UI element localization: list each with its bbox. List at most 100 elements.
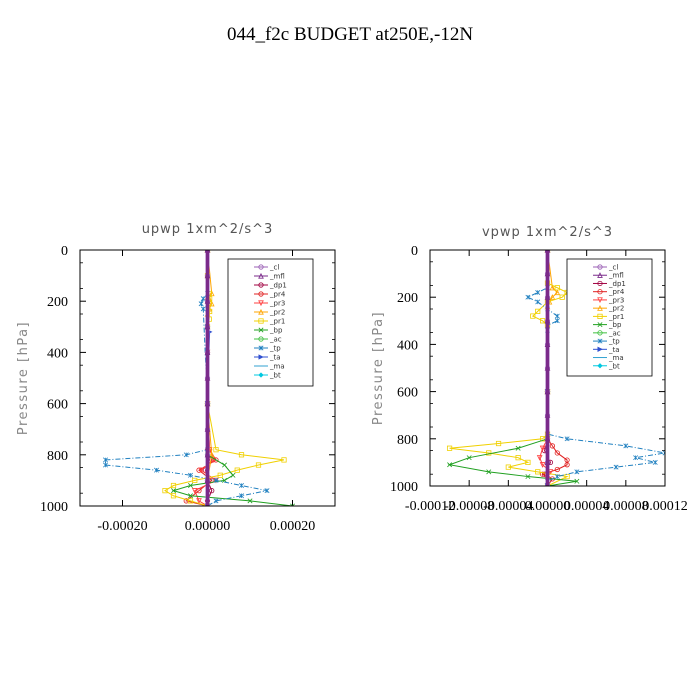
y-tick-label: 400 — [397, 338, 418, 353]
data-point-pr1 — [255, 462, 262, 468]
data-point-tp — [154, 467, 159, 473]
x-tick-label: -0.00020 — [97, 519, 147, 534]
data-point-pr2 — [554, 289, 561, 296]
data-point-pr1 — [559, 294, 565, 300]
data-point-pr1 — [530, 313, 536, 319]
data-point-mfl — [544, 459, 551, 465]
legend-box — [566, 258, 653, 377]
data-point-tp — [239, 493, 244, 499]
legend-marker — [597, 272, 603, 278]
legend-entry: _pr1 — [269, 318, 285, 326]
legend-marker — [597, 313, 603, 319]
legend-marker — [597, 289, 603, 295]
data-point-pr4 — [549, 443, 555, 449]
y-tick-label: 0 — [61, 244, 68, 259]
legend-entry: _ac — [608, 329, 621, 337]
data-point-mfl — [204, 451, 211, 458]
data-point-bp — [188, 483, 193, 489]
data-point-pr1 — [515, 455, 521, 461]
data-point-pr1 — [281, 457, 287, 463]
data-point-bp — [171, 488, 176, 494]
data-point-pr2 — [549, 294, 556, 300]
data-point-pr4 — [554, 450, 560, 456]
data-point-tp — [103, 462, 108, 468]
y-tick-label: 600 — [397, 386, 418, 401]
legend-marker — [597, 363, 603, 369]
data-point-pr4 — [554, 466, 560, 473]
y-tick-label: 800 — [397, 433, 418, 448]
data-point-mfl — [204, 323, 211, 330]
legend-marker — [258, 272, 264, 279]
data-point-pr1 — [234, 467, 240, 473]
data-point-pr1 — [554, 285, 560, 291]
data-point-tp — [633, 455, 639, 461]
data-point-pr1 — [540, 318, 546, 324]
y-tick-label: 600 — [47, 398, 68, 413]
legend-entry: _ma — [269, 363, 285, 371]
legend-entry: _bt — [269, 372, 281, 380]
y-tick-label: 1000 — [40, 500, 68, 515]
data-point-pr3 — [211, 457, 217, 464]
data-point-pr3 — [539, 462, 546, 468]
data-point-tp — [554, 313, 560, 319]
data-point-pr1 — [170, 493, 177, 499]
data-point-bp — [574, 478, 580, 484]
data-point-mfl — [544, 270, 551, 277]
data-point-tp — [239, 483, 244, 489]
legend-marker — [258, 308, 264, 315]
y-tick-label: 1000 — [390, 480, 418, 495]
data-point-pr1 — [535, 469, 541, 475]
data-point-bp — [247, 498, 253, 504]
data-point-mfl — [204, 477, 211, 483]
data-point-mfl — [544, 435, 551, 442]
legend-entry: _bt — [608, 362, 620, 370]
plot-frame — [79, 249, 336, 507]
legend-entry: _pr1 — [608, 313, 624, 321]
data-point-tp — [198, 301, 204, 307]
x-tick-label: 0.00008 — [603, 499, 649, 514]
data-point-pr1 — [486, 450, 492, 456]
legend-entry: _bp — [608, 321, 622, 329]
data-point-mfl — [544, 341, 551, 347]
legend-marker — [258, 282, 264, 288]
legend-entry: _mfl — [269, 273, 285, 281]
data-point-pr1 — [192, 477, 198, 484]
legend-marker — [258, 345, 264, 351]
x-tick-label: -0.00012 — [405, 499, 455, 514]
legend-marker — [258, 291, 264, 297]
data-point-tp — [623, 443, 629, 449]
data-point-mfl — [544, 364, 551, 371]
data-point-pr3 — [191, 488, 198, 494]
legend-marker — [258, 354, 264, 360]
data-point-pr3 — [196, 498, 202, 504]
data-point-bp — [230, 472, 236, 478]
legend-marker — [597, 338, 603, 344]
data-point-pr4 — [564, 462, 570, 468]
legend-marker — [597, 297, 603, 304]
data-point-tp — [200, 296, 206, 302]
legend-entry: _pr4 — [269, 291, 286, 299]
legend-marker — [597, 264, 603, 270]
legend-marker — [258, 372, 264, 378]
legend-entry: _ma — [608, 354, 624, 362]
data-point-pr1 — [495, 440, 502, 447]
legend-marker — [597, 322, 603, 328]
legend-entry: _pr3 — [269, 300, 285, 308]
data-point-mfl — [544, 317, 551, 324]
data-point-mfl — [544, 250, 551, 253]
legend-entry: _dp1 — [608, 280, 626, 288]
legend-marker — [258, 300, 264, 307]
x-tick-label: 0.00020 — [270, 519, 316, 534]
data-point-pr1 — [187, 498, 194, 504]
data-point-pr1 — [162, 488, 168, 494]
legend-entry: _tp — [608, 338, 620, 346]
legend-marker — [258, 318, 264, 324]
data-point-pr1 — [446, 445, 453, 451]
data-point-pr1 — [213, 447, 219, 453]
legend-marker — [597, 346, 603, 352]
data-point-pr3 — [539, 445, 546, 452]
legend-entry: _pr2 — [608, 305, 624, 313]
data-point-tp — [554, 474, 560, 480]
data-point-tp — [652, 459, 658, 465]
data-point-mfl — [204, 400, 211, 407]
